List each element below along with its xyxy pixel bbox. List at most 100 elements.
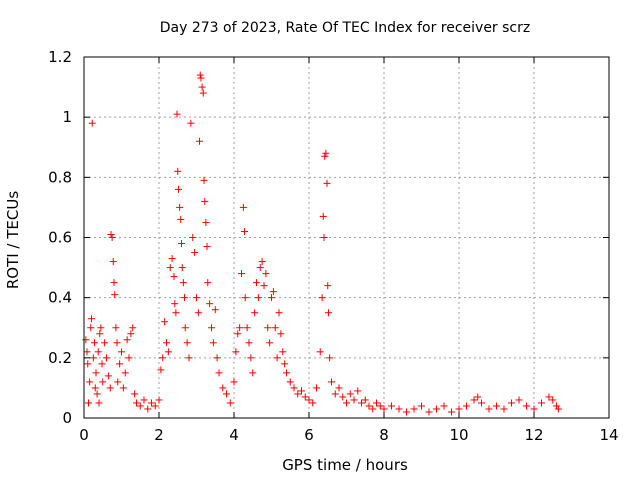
data-point xyxy=(232,348,240,356)
data-point xyxy=(258,258,266,266)
data-point xyxy=(290,384,298,392)
data-point xyxy=(201,197,209,205)
data-point xyxy=(321,152,329,160)
y-tick-label: 0.2 xyxy=(48,349,72,367)
x-tick-label: 2 xyxy=(154,426,164,444)
data-point xyxy=(170,273,178,281)
data-point xyxy=(245,339,253,347)
y-tick-label: 1 xyxy=(62,108,72,126)
data-point xyxy=(98,360,106,368)
data-point xyxy=(129,324,137,332)
data-point xyxy=(99,378,107,386)
data-point xyxy=(281,360,289,368)
data-point xyxy=(172,309,180,317)
data-point xyxy=(223,390,230,398)
data-point xyxy=(194,309,202,317)
data-point xyxy=(140,396,148,404)
data-point xyxy=(247,354,255,362)
data-point xyxy=(200,176,208,184)
data-point xyxy=(254,294,262,302)
data-point xyxy=(196,71,204,79)
y-axis-label: ROTI / TECUs xyxy=(4,191,22,289)
data-point xyxy=(241,294,249,302)
data-point xyxy=(373,399,380,407)
data-point xyxy=(318,294,326,302)
data-point xyxy=(187,119,195,127)
data-point xyxy=(107,230,115,238)
data-point xyxy=(83,348,91,356)
data-point xyxy=(239,203,247,211)
data-point xyxy=(343,399,350,407)
data-point xyxy=(175,185,182,193)
data-point xyxy=(320,234,328,241)
data-point xyxy=(508,399,515,407)
data-point xyxy=(226,399,234,407)
data-point xyxy=(264,324,272,332)
data-point xyxy=(328,378,335,386)
data-point xyxy=(230,378,238,386)
data-point xyxy=(93,390,101,398)
data-point xyxy=(189,234,197,241)
data-point xyxy=(89,354,97,362)
data-point xyxy=(286,378,294,386)
data-point xyxy=(183,339,191,347)
data-point xyxy=(219,384,227,392)
data-point xyxy=(161,318,169,326)
data-point xyxy=(86,378,94,386)
data-point xyxy=(403,408,410,416)
data-point xyxy=(553,402,560,410)
data-point xyxy=(101,339,109,347)
data-point xyxy=(148,399,155,407)
data-point xyxy=(112,324,120,332)
data-point xyxy=(319,212,327,220)
data-points xyxy=(82,71,562,416)
data-point xyxy=(538,399,545,407)
data-point xyxy=(171,300,179,308)
y-tick-label: 0.6 xyxy=(48,229,72,247)
data-point xyxy=(380,405,388,413)
data-point xyxy=(339,393,347,401)
data-point xyxy=(211,306,219,314)
data-point xyxy=(256,264,264,272)
data-point xyxy=(114,378,122,386)
data-point xyxy=(358,399,365,407)
data-point xyxy=(87,324,95,332)
data-point xyxy=(243,324,251,332)
data-point xyxy=(530,405,538,413)
data-point xyxy=(193,294,200,302)
data-point xyxy=(113,339,121,347)
data-point xyxy=(294,390,302,398)
data-point xyxy=(88,315,95,323)
data-point xyxy=(515,396,523,404)
data-point xyxy=(346,390,354,398)
data-point xyxy=(203,243,211,251)
data-point xyxy=(118,348,125,356)
y-tick-label: 0 xyxy=(62,409,72,427)
data-point xyxy=(369,405,377,413)
data-point xyxy=(376,402,384,410)
data-point xyxy=(181,324,189,332)
data-point xyxy=(268,294,275,302)
data-point xyxy=(305,396,313,404)
data-point xyxy=(241,227,248,235)
x-tick-label: 6 xyxy=(304,426,314,444)
data-point xyxy=(275,309,283,317)
data-point xyxy=(236,324,244,332)
data-point xyxy=(178,264,186,272)
data-point xyxy=(106,384,114,392)
data-point xyxy=(213,354,221,362)
data-point xyxy=(82,336,90,344)
data-point xyxy=(127,330,135,338)
data-point xyxy=(309,399,317,407)
data-point xyxy=(262,270,270,278)
data-point xyxy=(474,393,482,401)
axis-ticks: 0 2 4 6 8 10 12 14 0 0.2 0.4 0.6 0.8 1 1.2 xyxy=(48,48,618,444)
data-point xyxy=(96,330,104,338)
data-point xyxy=(266,339,274,347)
data-point xyxy=(234,330,242,338)
data-point xyxy=(323,179,331,187)
x-tick-label: 14 xyxy=(599,426,618,444)
data-point xyxy=(85,399,92,407)
data-point xyxy=(116,360,124,368)
x-tick-label: 12 xyxy=(524,426,543,444)
